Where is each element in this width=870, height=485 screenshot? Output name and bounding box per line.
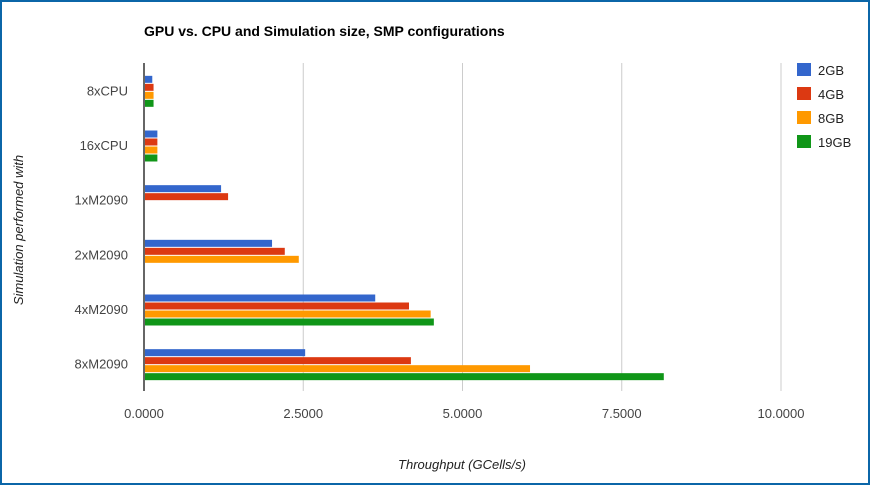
legend-label: 4GB: [818, 87, 844, 102]
bar-8GB-4xM2090: [145, 310, 431, 318]
y-category-label: 16xCPU: [80, 138, 128, 153]
bar-2GB-8xCPU: [145, 75, 153, 83]
bar-8GB-16xCPU: [145, 146, 158, 154]
bar-4GB-4xM2090: [145, 302, 409, 310]
y-category-label: 8xCPU: [87, 83, 128, 98]
x-tick-label: 2.5000: [283, 406, 323, 421]
bar-2GB-16xCPU: [145, 130, 158, 138]
x-tick-label: 5.0000: [443, 406, 483, 421]
x-axis-label: Throughput (GCells/s): [398, 457, 526, 472]
y-category-label: 4xM2090: [75, 302, 128, 317]
bar-4GB-2xM2090: [145, 247, 285, 255]
y-category-label: 8xM2090: [75, 357, 128, 372]
bar-2GB-4xM2090: [145, 294, 376, 302]
legend: 2GB 4GB 8GB 19GB: [797, 63, 851, 150]
bars: [145, 75, 664, 381]
bar-4GB-1xM2090: [145, 193, 229, 201]
x-tick-label: 0.0000: [124, 406, 164, 421]
legend-swatch: [797, 63, 811, 76]
legend-swatch: [797, 111, 811, 124]
bar-19GB-16xCPU: [145, 154, 158, 162]
legend-swatch: [797, 135, 811, 148]
bar-2GB-1xM2090: [145, 185, 222, 193]
chart-title: GPU vs. CPU and Simulation size, SMP con…: [144, 23, 505, 39]
bar-2GB-2xM2090: [145, 239, 273, 247]
bar-19GB-4xM2090: [145, 318, 434, 326]
x-tick-label: 7.5000: [602, 406, 642, 421]
y-axis-label: Simulation performed with: [11, 155, 26, 305]
bar-8GB-8xM2090: [145, 365, 531, 373]
y-category-label: 2xM2090: [75, 247, 128, 262]
legend-label: 8GB: [818, 111, 844, 126]
gridlines: [302, 63, 782, 391]
legend-swatch: [797, 87, 811, 100]
y-category-labels: 8xCPU 16xCPU 1xM2090 2xM2090 4xM2090 8xM2090: [75, 83, 128, 371]
bar-8GB-2xM2090: [145, 255, 299, 263]
bar-4GB-8xCPU: [145, 83, 154, 91]
y-category-label: 1xM2090: [75, 193, 128, 208]
bar-19GB-8xCPU: [145, 99, 154, 107]
bar-8GB-8xCPU: [145, 91, 154, 99]
bar-2GB-8xM2090: [145, 349, 306, 357]
bar-19GB-8xM2090: [145, 373, 664, 381]
x-tick-label: 10.0000: [758, 406, 805, 421]
x-tick-labels: 0.0000 2.5000 5.0000 7.5000 10.0000: [124, 406, 804, 421]
legend-label: 19GB: [818, 135, 851, 150]
legend-label: 2GB: [818, 63, 844, 78]
bar-4GB-16xCPU: [145, 138, 158, 146]
bar-4GB-8xM2090: [145, 357, 411, 365]
